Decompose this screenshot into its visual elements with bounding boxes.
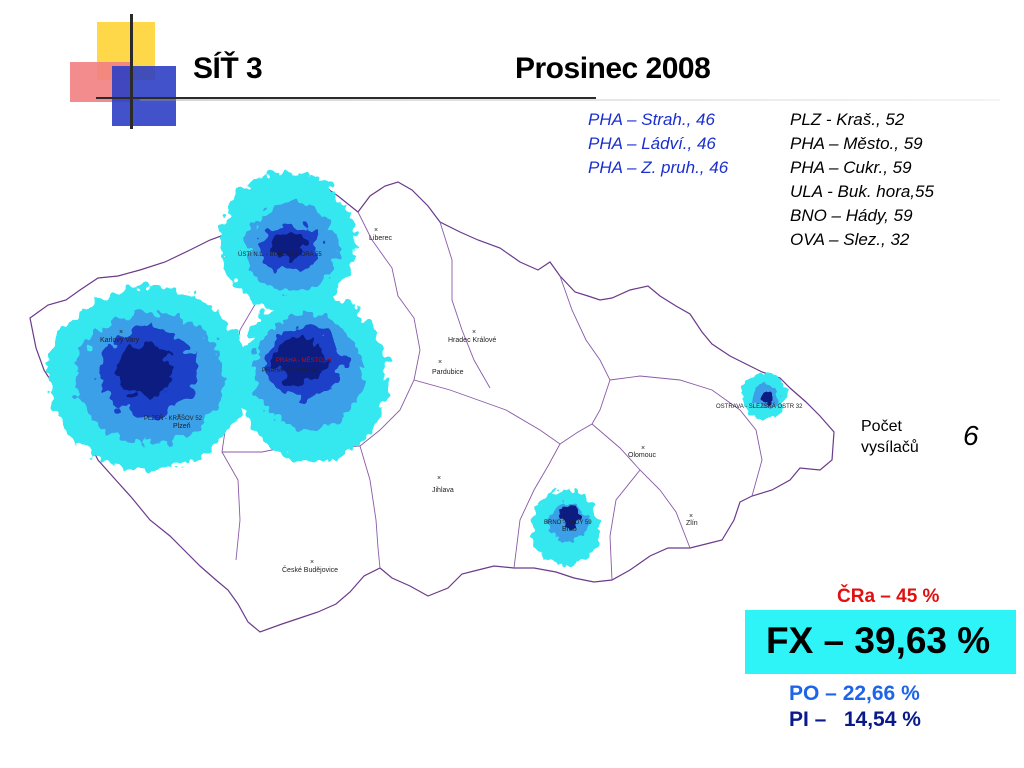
svg-text:×: × bbox=[437, 475, 441, 482]
transmitter-item: PHA – Z. pruh., 46 bbox=[588, 158, 729, 177]
coverage-pi: PI – 14,54 % bbox=[789, 708, 921, 731]
svg-text:×: × bbox=[641, 445, 645, 452]
city-olomouc: ×Olomouc bbox=[628, 445, 657, 459]
svg-text:Jihlava: Jihlava bbox=[432, 487, 454, 494]
coverage-cra: ČRa – 45 % bbox=[837, 586, 940, 607]
svg-text:PRAHA - MĚSTO 59: PRAHA - MĚSTO 59 bbox=[276, 356, 332, 364]
city-pardubice: × Pardubice bbox=[432, 359, 464, 376]
city-hradec: ×Hradec Králové bbox=[448, 329, 496, 344]
city-zlin: ×Zlín bbox=[686, 513, 698, 527]
svg-text:×: × bbox=[177, 413, 181, 420]
city-brno: × Brno bbox=[562, 517, 577, 533]
coverage-fx: FX – 39,63 % bbox=[766, 620, 991, 661]
coverage-plzen bbox=[48, 286, 248, 470]
city-plzen: × Plzeň bbox=[173, 413, 191, 430]
svg-text:×: × bbox=[562, 517, 566, 524]
transmitter-item: PHA – Strah., 46 bbox=[588, 110, 715, 129]
svg-text:Karlovy Vary: Karlovy Vary bbox=[100, 337, 140, 344]
city-ceske-budejovice: ×České Budějovice bbox=[282, 559, 338, 574]
svg-text:×: × bbox=[438, 359, 442, 366]
svg-text:×: × bbox=[689, 513, 693, 520]
city-jihlava: × Jihlava bbox=[432, 475, 454, 494]
svg-text:×: × bbox=[374, 227, 378, 234]
svg-text:OSTRAVA - SLEZSKÁ OSTR 32: OSTRAVA - SLEZSKÁ OSTR 32 bbox=[716, 403, 803, 410]
svg-text:České Budějovice: České Budějovice bbox=[282, 565, 338, 574]
logo-blue-square bbox=[112, 66, 176, 126]
svg-text:×: × bbox=[472, 329, 476, 336]
logo-vertical-line bbox=[130, 14, 133, 129]
svg-text:Hradec Králové: Hradec Králové bbox=[448, 337, 496, 344]
svg-text:Brno: Brno bbox=[562, 526, 577, 533]
fx-highlight-box bbox=[745, 610, 1016, 674]
transmitter-item: PLZ - Kraš., 52 bbox=[790, 110, 905, 129]
svg-text:Zlín: Zlín bbox=[686, 520, 698, 527]
coverage-ostrava bbox=[742, 372, 786, 420]
svg-text:Plzeň: Plzeň bbox=[173, 423, 191, 430]
country-outline bbox=[29, 177, 835, 633]
svg-text:×: × bbox=[119, 329, 123, 336]
city-markers: ×Liberec ×Karlovy Vary ×Hradec Králové ×… bbox=[100, 227, 698, 574]
period-title: Prosinec 2008 bbox=[515, 52, 711, 85]
svg-text:×: × bbox=[310, 559, 314, 566]
header-divider-line bbox=[96, 97, 596, 99]
city-karlovy-vary: ×Karlovy Vary bbox=[100, 329, 140, 344]
transmitter-item: PHA – Ládví., 46 bbox=[588, 134, 716, 153]
network-title: SÍŤ 3 bbox=[193, 52, 263, 85]
transmitter-item: OVA – Slez., 32 bbox=[790, 230, 910, 249]
svg-text:PLZEŇ - KRAŠOV 52: PLZEŇ - KRAŠOV 52 bbox=[144, 415, 203, 422]
svg-text:Pardubice: Pardubice bbox=[432, 369, 464, 376]
coverage-brno bbox=[532, 490, 600, 566]
transmitter-item: BNO – Hády, 59 bbox=[790, 206, 913, 225]
coverage-usti bbox=[220, 172, 356, 312]
header-divider-shadow bbox=[140, 99, 1000, 101]
transmitter-item: PHA – Cukr., 59 bbox=[790, 158, 912, 177]
transmitter-labels: ÚSTÍ N.L. - BUKOVÁ HORA 55 PRAHA - MĚSTO… bbox=[144, 251, 803, 526]
city-liberec: ×Liberec bbox=[369, 227, 392, 242]
transmitter-count-label: Počet vysílačů bbox=[861, 416, 919, 458]
svg-text:BRNO - HÁDY 59: BRNO - HÁDY 59 bbox=[544, 519, 592, 526]
transmitter-list-black: PLZ - Kraš., 52 PHA – Město., 59 PHA – C… bbox=[790, 108, 934, 252]
coverage-praha bbox=[240, 294, 388, 462]
coverage-po: PO – 22,66 % bbox=[789, 682, 920, 705]
transmitter-item: ULA - Buk. hora,55 bbox=[790, 182, 934, 201]
svg-text:Olomouc: Olomouc bbox=[628, 452, 657, 459]
svg-text:PRAHA - Z.PRUH 46: PRAHA - Z.PRUH 46 bbox=[262, 368, 319, 374]
transmitter-list-blue: PHA – Strah., 46 PHA – Ládví., 46 PHA – … bbox=[588, 108, 728, 180]
svg-text:Liberec: Liberec bbox=[369, 235, 392, 242]
transmitter-item: PHA – Město., 59 bbox=[790, 134, 923, 153]
svg-text:ÚSTÍ N.L. - BUKOVÁ HORA 55: ÚSTÍ N.L. - BUKOVÁ HORA 55 bbox=[238, 251, 322, 258]
count-label-line1: Počet bbox=[861, 418, 902, 435]
transmitter-count-value: 6 bbox=[963, 420, 979, 451]
count-label-line2: vysílačů bbox=[861, 439, 919, 456]
